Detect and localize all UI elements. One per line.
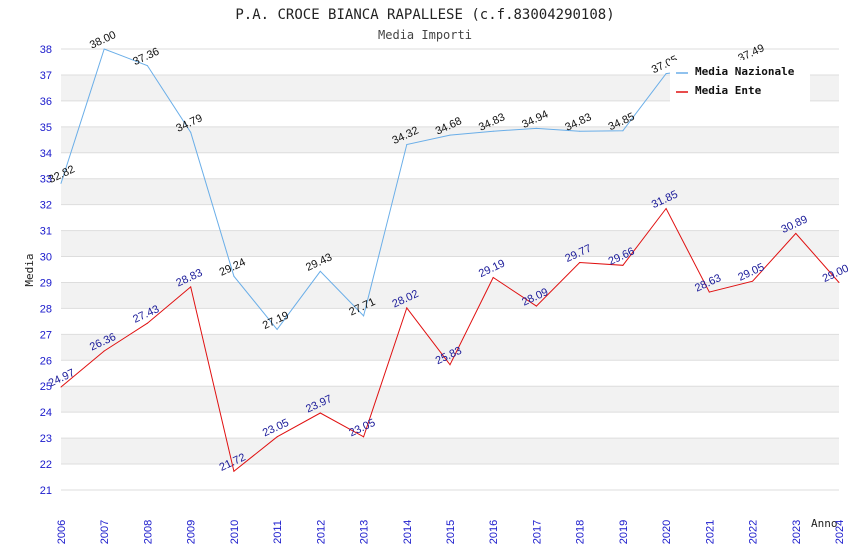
- legend-label-media-ente: Media Ente: [695, 84, 762, 97]
- data-point: [103, 48, 105, 50]
- grid-band: [61, 334, 839, 361]
- x-tick-label: 2016: [488, 520, 500, 544]
- chart-title: P.A. CROCE BIANCA RAPALLESE (c.f.8300429…: [235, 7, 614, 23]
- y-tick-label: 37: [40, 70, 52, 82]
- legend: Media Nazionale Media Ente: [670, 60, 810, 102]
- data-point: [535, 127, 537, 129]
- x-tick-label: 2006: [56, 520, 68, 544]
- y-tick-label: 36: [40, 96, 52, 108]
- data-point: [492, 277, 494, 279]
- y-tick-label: 31: [40, 226, 52, 238]
- x-tick-label: 2023: [791, 520, 803, 544]
- data-point: [276, 328, 278, 330]
- x-axis-label: Anno: [811, 517, 838, 530]
- data-label: 29.19: [477, 258, 507, 281]
- y-tick-label: 27: [40, 329, 52, 341]
- series-line-media-nazionale: [60, 48, 753, 331]
- data-label: 29.00: [821, 262, 850, 285]
- data-label: 29.24: [218, 256, 248, 279]
- x-tick-label: 2015: [445, 520, 457, 544]
- x-tick-label: 2008: [142, 520, 154, 544]
- y-tick-label: 25: [40, 381, 52, 393]
- plot-background-bands: [61, 74, 839, 465]
- x-axis-ticks: 2006 2007 2008 2009 2010 2011 2012 2013 2014 2015…: [56, 520, 846, 544]
- y-axis-label: Media: [23, 253, 36, 286]
- data-point: [190, 286, 192, 288]
- data-point: [319, 412, 321, 414]
- x-tick-label: 2009: [186, 520, 198, 544]
- data-point: [492, 130, 494, 132]
- x-tick-label: 2018: [575, 520, 587, 544]
- x-tick-label: 2012: [315, 520, 327, 544]
- y-tick-label: 23: [40, 433, 52, 445]
- x-tick-label: 2020: [661, 520, 673, 544]
- y-tick-label: 30: [40, 252, 52, 264]
- data-point: [406, 307, 408, 309]
- data-point: [190, 131, 192, 133]
- data-point: [535, 305, 537, 307]
- legend-box: [670, 60, 810, 102]
- chart-subtitle: Media Importi: [378, 28, 472, 42]
- data-label: 38.00: [88, 29, 118, 52]
- y-tick-label: 24: [40, 407, 52, 419]
- data-point: [60, 386, 62, 388]
- x-tick-label: 2024: [834, 520, 846, 544]
- data-point: [752, 280, 754, 282]
- data-label: 29.05: [736, 261, 766, 284]
- y-tick-label: 22: [40, 459, 52, 471]
- x-tick-label: 2011: [272, 520, 284, 544]
- data-point: [665, 208, 667, 210]
- y-tick-label: 29: [40, 277, 52, 289]
- y-axis-ticks: 21 22 23 24 25 26 27 28 29 30 31 32 33 34 35 36 37 38: [40, 44, 52, 497]
- data-point: [146, 322, 148, 324]
- y-tick-label: 21: [40, 485, 52, 497]
- data-point: [579, 261, 581, 263]
- data-point: [622, 130, 624, 132]
- data-point: [708, 291, 710, 293]
- grid-lines: [61, 48, 839, 491]
- data-point: [665, 73, 667, 75]
- data-point: [622, 264, 624, 266]
- data-point: [60, 182, 62, 184]
- y-tick-label: 35: [40, 122, 52, 134]
- data-point: [103, 350, 105, 352]
- data-point: [233, 470, 235, 472]
- data-point: [838, 281, 840, 283]
- y-tick-label: 32: [40, 200, 52, 212]
- y-tick-label: 38: [40, 44, 52, 56]
- y-tick-label: 33: [40, 174, 52, 186]
- x-tick-label: 2021: [704, 520, 716, 544]
- x-tick-label: 2017: [531, 520, 543, 544]
- data-point: [146, 65, 148, 67]
- x-tick-label: 2014: [402, 520, 414, 544]
- legend-label-media-nazionale: Media Nazionale: [695, 65, 795, 78]
- x-tick-label: 2007: [99, 520, 111, 544]
- x-tick-label: 2013: [359, 520, 371, 544]
- grid-band: [61, 386, 839, 413]
- data-point: [363, 436, 365, 438]
- data-point: [579, 130, 581, 132]
- x-tick-label: 2019: [618, 520, 630, 544]
- data-point: [363, 315, 365, 317]
- data-point: [449, 364, 451, 366]
- grid-band: [61, 178, 839, 205]
- y-tick-label: 26: [40, 355, 52, 367]
- x-tick-label: 2010: [229, 520, 241, 544]
- data-point: [449, 134, 451, 136]
- data-point: [406, 143, 408, 145]
- data-point: [795, 232, 797, 234]
- data-point: [319, 270, 321, 272]
- data-point: [233, 275, 235, 277]
- grid-band: [61, 438, 839, 465]
- data-point: [276, 436, 278, 438]
- grid-band: [61, 230, 839, 257]
- x-tick-label: 2022: [748, 520, 760, 544]
- data-label: 23.05: [261, 417, 291, 440]
- grid-band: [61, 126, 839, 153]
- y-tick-label: 34: [40, 148, 52, 160]
- y-tick-label: 28: [40, 303, 52, 315]
